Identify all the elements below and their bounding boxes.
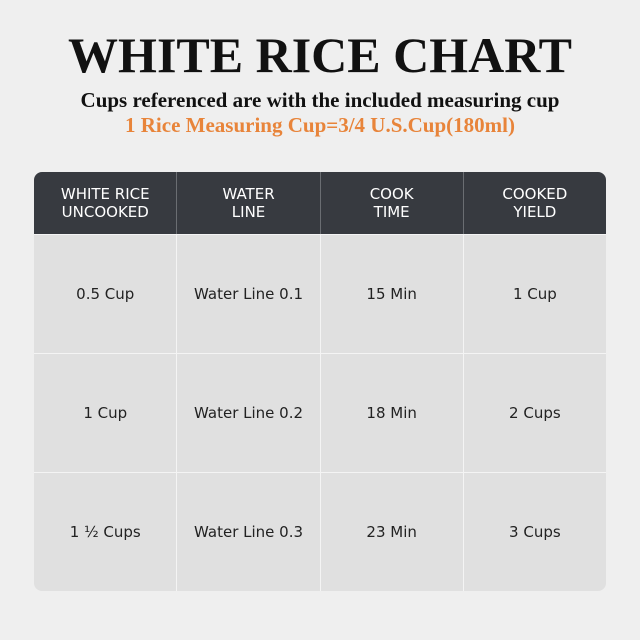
column-header-line: UNCOOKED	[61, 203, 149, 221]
column-header-line: YIELD	[513, 203, 557, 221]
column-header-line: LINE	[231, 203, 266, 221]
table-row: 0.5 Cup Water Line 0.1 15 Min 1 Cup	[34, 234, 606, 353]
column-header-line: WATER	[222, 185, 275, 203]
column-header-line: WHITE RICE	[60, 185, 150, 203]
table-cell: 1 Cup	[463, 234, 606, 353]
column-header: COOK TIME	[320, 172, 464, 234]
table-cell: 15 Min	[320, 234, 464, 353]
page-title: WHITE RICE CHART	[68, 27, 572, 83]
column-header-line: TIME	[373, 203, 410, 221]
column-header-line: COOK	[369, 185, 414, 203]
table-row: 1 Cup Water Line 0.2 18 Min 2 Cups	[34, 353, 606, 472]
table-cell: 2 Cups	[463, 353, 606, 472]
column-header: COOKED YIELD	[463, 172, 606, 234]
column-header-line: COOKED	[502, 185, 568, 203]
subtitle: Cups referenced are with the included me…	[80, 88, 560, 112]
table-cell: 1 Cup	[34, 353, 178, 472]
table-row: 1 ½ Cups Water Line 0.3 23 Min 3 Cups	[34, 472, 606, 591]
table-cell: 23 Min	[320, 472, 464, 591]
column-header: WHITE RICE UNCOOKED	[34, 172, 178, 234]
table-cell: Water Line 0.3	[177, 472, 321, 591]
table-cell: 3 Cups	[463, 472, 606, 591]
table-cell: Water Line 0.2	[177, 353, 321, 472]
measuring-cup-note: 1 Rice Measuring Cup=3/4 U.S.Cup(180ml)	[125, 113, 515, 137]
rice-chart-table: WHITE RICE UNCOOKED WATER LINE COOK TIME COOKE…	[34, 172, 606, 591]
table-cell: 1 ½ Cups	[34, 472, 178, 591]
table-cell: 0.5 Cup	[34, 234, 178, 353]
table-cell: 18 Min	[320, 353, 464, 472]
table-cell: Water Line 0.1	[177, 234, 321, 353]
column-header: WATER LINE	[177, 172, 321, 234]
